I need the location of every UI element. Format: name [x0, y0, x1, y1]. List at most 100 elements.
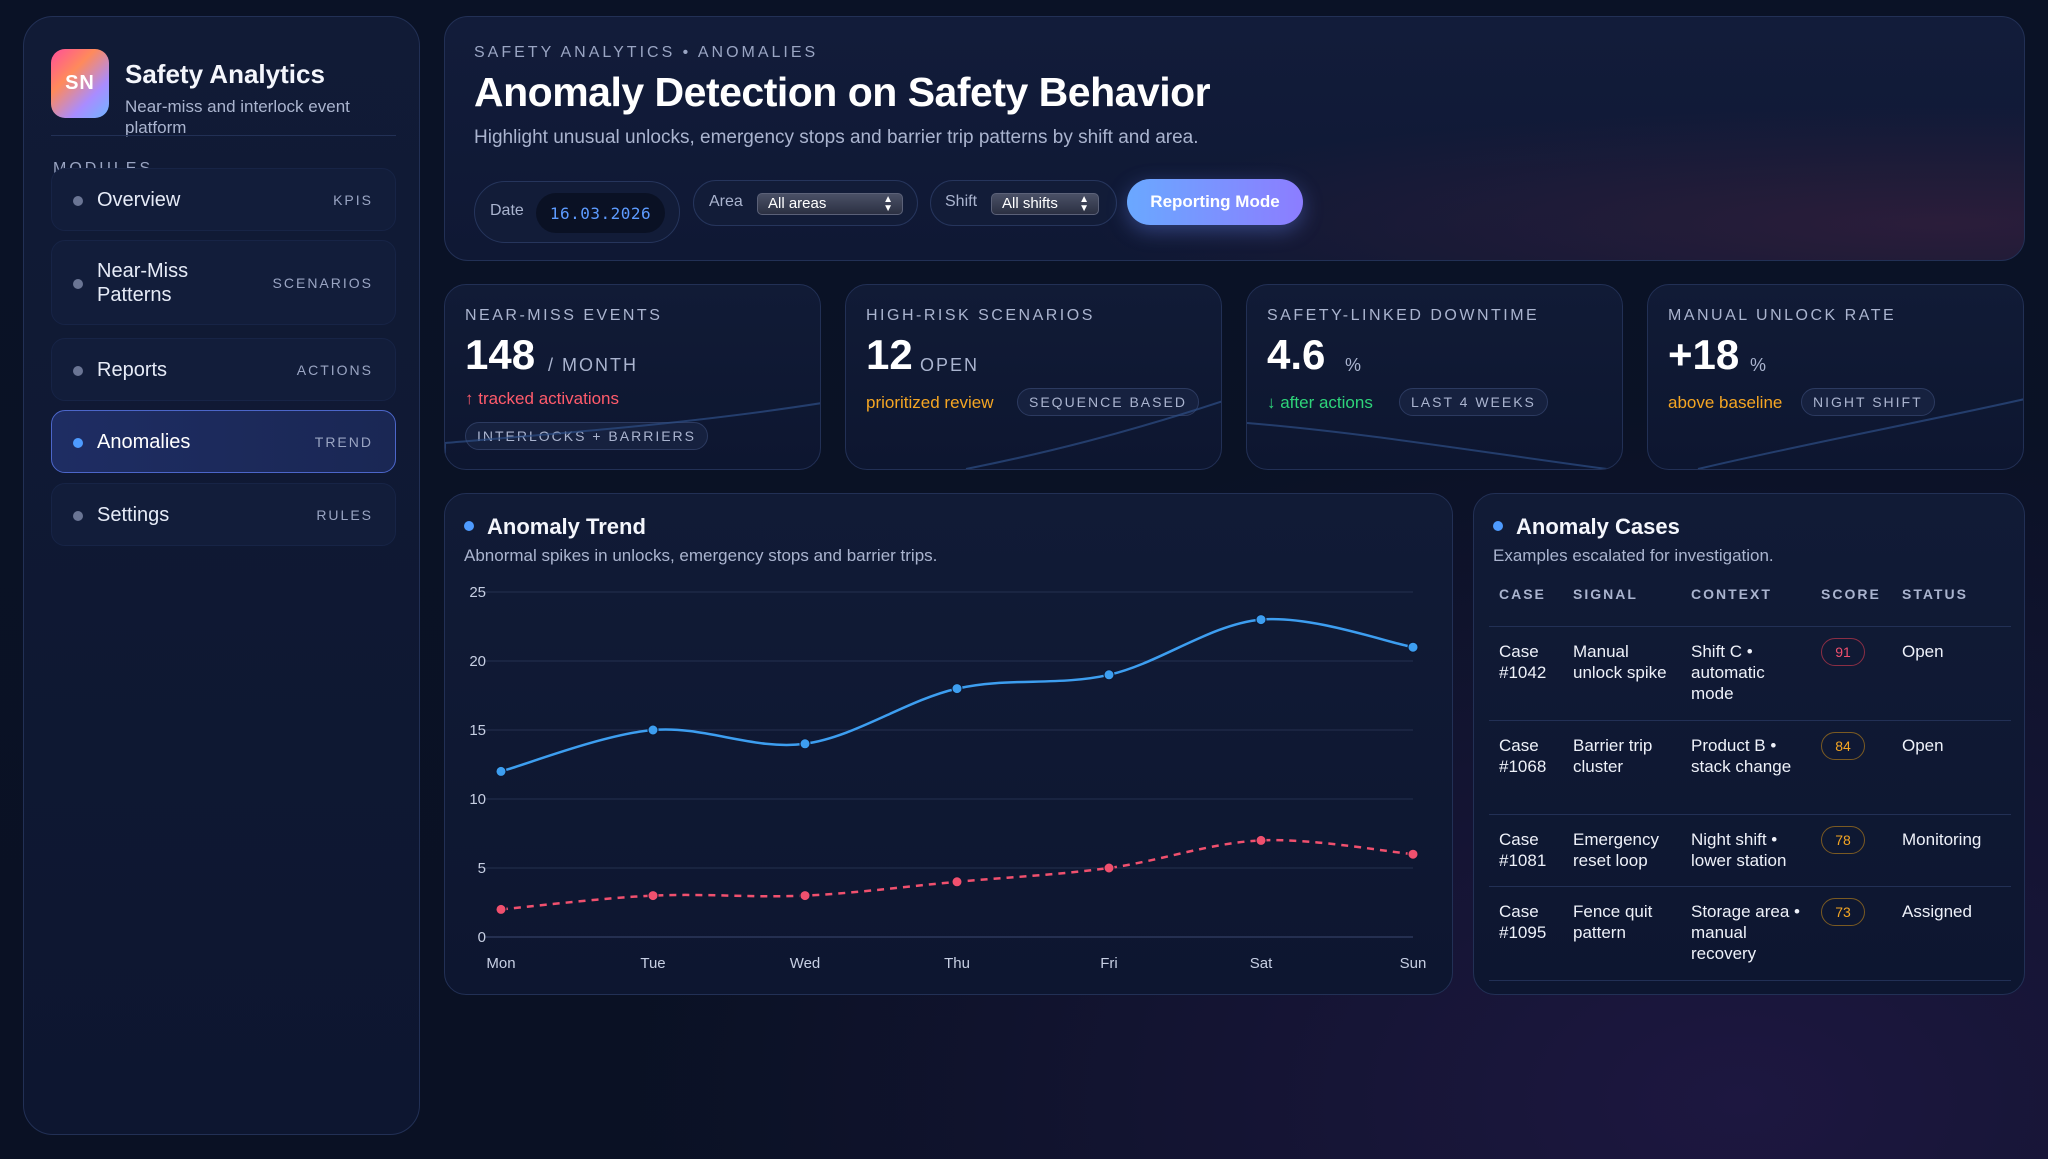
- cases-title: Anomaly Cases: [1516, 514, 1680, 539]
- case-context: Shift C • automatic mode: [1681, 626, 1811, 721]
- date-label: Date: [490, 202, 524, 219]
- sidebar-item-label: Settings: [97, 504, 170, 526]
- x-tick-label: Thu: [944, 955, 970, 972]
- sidebar-item-near-miss-patterns[interactable]: Near-Miss Patterns SCENARIOS: [51, 240, 396, 325]
- column-header: SCORE: [1811, 586, 1892, 627]
- x-tick-label: Wed: [790, 955, 821, 972]
- shift-select[interactable]: All shifts ▲ ▼: [991, 193, 1099, 215]
- sidebar-item-anomalies[interactable]: Anomalies TREND: [51, 410, 396, 473]
- cases-table: CASE SIGNAL CONTEXT SCORE STATUS Case #1…: [1489, 586, 2011, 981]
- bullet-icon: [73, 511, 83, 521]
- x-tick-label: Sat: [1250, 955, 1273, 972]
- kpi-unit: OPEN: [920, 355, 980, 375]
- kpi-title: HIGH-RISK SCENARIOS: [866, 307, 1095, 324]
- table-row[interactable]: Case #1081 Emergency reset loop Night sh…: [1489, 814, 2011, 887]
- case-signal: Emergency reset loop: [1563, 814, 1681, 887]
- kpi-unit: / MONTH: [548, 355, 638, 375]
- x-tick-label: Fri: [1100, 955, 1118, 972]
- data-point: [1255, 614, 1267, 626]
- sidebar-item-tag: RULES: [316, 507, 373, 523]
- kpi-sparkline: [445, 402, 820, 469]
- kpi-value: 148: [465, 331, 536, 378]
- brand-subtitle: Near-miss and interlock event platform: [125, 97, 350, 137]
- breadcrumb: SAFETY ANALYTICS • ANOMALIES: [474, 44, 819, 61]
- x-tick-label: Mon: [486, 955, 515, 972]
- bullet-icon: [73, 366, 83, 376]
- sidebar-item-reports[interactable]: Reports ACTIONS: [51, 338, 396, 401]
- case-signal: Barrier trip cluster: [1563, 720, 1681, 815]
- data-point: [951, 876, 963, 888]
- area-filter: Area All areas ▲ ▼: [693, 180, 918, 226]
- kpi-title: NEAR-MISS EVENTS: [465, 307, 663, 324]
- case-context: Night shift • lower station: [1681, 814, 1811, 887]
- score-badge: 91: [1821, 637, 1865, 666]
- data-point: [495, 765, 507, 777]
- y-tick-label: 25: [469, 584, 486, 601]
- case-status: Assigned: [1892, 886, 2011, 981]
- kpi-chip: INTERLOCKS + BARRIERS: [465, 422, 708, 450]
- data-point: [799, 738, 811, 750]
- reporting-mode-button[interactable]: Reporting Mode: [1127, 179, 1303, 225]
- page-subtitle: Highlight unusual unlocks, emergency sto…: [474, 127, 1199, 148]
- table-row[interactable]: Case #1042 Manual unlock spike Shift C •…: [1489, 626, 2011, 721]
- data-point: [1103, 669, 1115, 681]
- page-title: Anomaly Detection on Safety Behavior: [474, 69, 1211, 115]
- kpi-value: 4.6: [1267, 331, 1326, 378]
- score-badge: 73: [1821, 897, 1865, 926]
- shift-label: Shift: [945, 193, 978, 210]
- column-header: SIGNAL: [1563, 586, 1681, 627]
- bullet-icon: [73, 196, 83, 206]
- data-point: [1103, 862, 1115, 874]
- kpi-sparkline: [1697, 398, 2023, 469]
- kpi-card-downtime: SAFETY-LINKED DOWNTIME 4.6 % ↓ after act…: [1246, 284, 1623, 470]
- sidebar-item-label: Near-Miss Patterns: [97, 260, 189, 306]
- kpi-sparkline: [965, 400, 1221, 469]
- kpi-sparkline: [1247, 422, 1608, 469]
- area-label: Area: [709, 193, 743, 210]
- y-tick-label: 20: [469, 653, 486, 670]
- table-row[interactable]: Case #1095 Fence quit pattern Storage ar…: [1489, 886, 2011, 981]
- area-select[interactable]: All areas ▲ ▼: [757, 193, 903, 215]
- case-status: Monitoring: [1892, 814, 2011, 887]
- x-tick-label: Sun: [1400, 955, 1427, 972]
- kpi-card-high-risk: HIGH-RISK SCENARIOS 12 OPEN prioritized …: [845, 284, 1222, 470]
- series-line: [500, 617, 1414, 773]
- bullet-icon: [464, 521, 474, 531]
- sidebar: SN Safety Analytics Near-miss and interl…: [23, 16, 420, 1135]
- score-badge: 84: [1821, 731, 1865, 760]
- area-select-value: All areas: [768, 195, 827, 212]
- updown-chevron-icon: ▲ ▼: [1079, 194, 1089, 214]
- bullet-icon: [73, 279, 83, 289]
- table-row[interactable]: Case #1068 Barrier trip cluster Product …: [1489, 720, 2011, 815]
- bullet-icon: [1493, 521, 1503, 531]
- column-header: STATUS: [1892, 586, 2011, 627]
- sidebar-item-tag: KPIS: [333, 192, 373, 208]
- case-status: Open: [1892, 720, 2011, 815]
- anomaly-cases-panel: Anomaly Cases Examples escalated for inv…: [1473, 493, 2025, 995]
- kpi-unit: %: [1750, 355, 1769, 375]
- data-point: [647, 724, 659, 736]
- brand-logo: SN: [51, 49, 109, 118]
- trend-subtitle: Abnormal spikes in unlocks, emergency st…: [464, 546, 938, 565]
- anomaly-trend-chart: 0 5 10 15 20 25 Mon Tue Wed Thu Fri Sat Sun: [469, 584, 1427, 972]
- kpi-chip: SEQUENCE BASED: [1017, 388, 1199, 416]
- sidebar-item-overview[interactable]: Overview KPIS: [51, 168, 396, 231]
- data-point: [647, 890, 659, 902]
- kpi-value: 12: [866, 331, 913, 378]
- case-id: Case #1081: [1489, 814, 1563, 887]
- data-point: [1407, 641, 1419, 653]
- x-tick-label: Tue: [640, 955, 665, 972]
- kpi-note: ↓ after actions: [1267, 393, 1373, 412]
- series-line: [500, 838, 1414, 911]
- kpi-value: +18: [1668, 331, 1740, 378]
- case-context: Product B • stack change: [1681, 720, 1811, 815]
- kpi-note: above baseline: [1668, 393, 1783, 412]
- bullet-icon: [73, 438, 83, 448]
- kpi-note: prioritized review: [866, 393, 994, 412]
- cases-subtitle: Examples escalated for investigation.: [1493, 546, 1774, 565]
- date-input[interactable]: 16.03.2026: [536, 193, 665, 233]
- case-id: Case #1068: [1489, 720, 1563, 815]
- sidebar-item-settings[interactable]: Settings RULES: [51, 483, 396, 546]
- table-header-row: CASE SIGNAL CONTEXT SCORE STATUS: [1489, 586, 2011, 627]
- sidebar-item-tag: SCENARIOS: [272, 275, 373, 291]
